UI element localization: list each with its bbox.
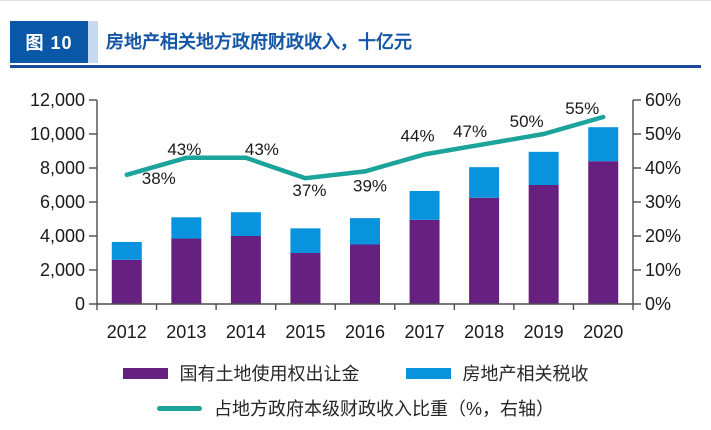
left-axis-tick-label: 2,000: [40, 260, 85, 280]
left-axis-tick-label: 8,000: [40, 158, 85, 178]
header-rule: [10, 65, 701, 68]
ratio-point-label-2012: 38%: [142, 169, 176, 188]
ratio-point-label-2018: 47%: [453, 122, 487, 141]
bar-tax-2014: [230, 212, 261, 236]
year-label-2020: 2020: [583, 322, 623, 342]
year-label-2014: 2014: [226, 322, 266, 342]
ratio-point-label-2019: 50%: [510, 112, 544, 131]
bar-land-2015: [290, 253, 321, 304]
legend-row-2: 占地方政府本级财政收入比重（%，右轴）: [156, 395, 554, 421]
chart-legend: 国有土地使用权出让金 房地产相关税收 占地方政府本级财政收入比重（%，右轴）: [0, 360, 711, 421]
right-axis-tick-label: 20%: [645, 226, 681, 246]
bar-tax-2018: [469, 167, 500, 198]
ratio-point-label-2016: 39%: [353, 176, 387, 195]
year-label-2019: 2019: [524, 322, 564, 342]
right-axis-tick-label: 0%: [645, 294, 671, 314]
bar-land-2016: [350, 244, 380, 304]
bar-land-2012: [111, 259, 142, 304]
legend-swatch-land: [122, 367, 168, 379]
year-label-2017: 2017: [405, 322, 445, 342]
bar-tax-2012: [111, 241, 142, 260]
bar-land-2018: [469, 197, 500, 304]
left-axis-tick-label: 4,000: [40, 226, 85, 246]
legend-label-land: 国有土地使用权出让金: [179, 364, 360, 384]
bar-land-2020: [588, 161, 619, 304]
ratio-point-label-2015: 37%: [292, 181, 326, 200]
bar-tax-2019: [528, 151, 559, 185]
legend-swatch-ratio-line: [156, 405, 202, 411]
legend-label-ratio: 占地方政府本级财政收入比重（%，右轴）: [213, 399, 554, 419]
bar-land-2013: [171, 238, 202, 304]
ratio-point-label-2017: 44%: [401, 126, 435, 145]
year-label-2016: 2016: [345, 322, 385, 342]
legend-item-land: 国有土地使用权出让金: [122, 360, 360, 386]
ratio-point-label-2014: 43%: [245, 140, 279, 159]
right-axis-tick-label: 60%: [645, 90, 681, 110]
right-axis-tick-label: 50%: [645, 124, 681, 144]
left-axis-tick-label: 10,000: [30, 124, 85, 144]
ratio-point-label-2020: 55%: [565, 99, 599, 118]
figure-number-label: 图 10: [25, 33, 73, 53]
left-axis-tick-label: 12,000: [30, 90, 85, 110]
bar-land-2014: [230, 236, 261, 304]
header-accent-strip: [88, 21, 98, 63]
right-axis-tick-label: 30%: [645, 192, 681, 212]
page-title: 房地产相关地方政府财政收入，十亿元: [106, 32, 412, 52]
year-label-2012: 2012: [107, 322, 147, 342]
bar-tax-2013: [171, 217, 202, 239]
bar-tax-2015: [290, 228, 321, 253]
bar-tax-2017: [409, 190, 440, 220]
bar-land-2017: [409, 219, 440, 304]
year-label-2013: 2013: [166, 322, 206, 342]
right-axis-tick-label: 40%: [645, 158, 681, 178]
legend-item-tax: 房地产相关税收: [405, 360, 589, 386]
left-axis-tick-label: 0: [75, 294, 85, 314]
left-axis-tick-label: 6,000: [40, 192, 85, 212]
legend-label-tax: 房地产相关税收: [462, 364, 589, 384]
ratio-line: [124, 114, 606, 181]
legend-row-1: 国有土地使用权出让金 房地产相关税收: [122, 360, 589, 386]
legend-swatch-tax: [405, 367, 451, 379]
year-label-2018: 2018: [464, 322, 504, 342]
bar-tax-2016: [350, 218, 380, 245]
right-axis-tick-label: 10%: [645, 260, 681, 280]
legend-item-ratio: 占地方政府本级财政收入比重（%，右轴）: [156, 395, 554, 421]
bar-tax-2020: [588, 127, 619, 162]
ratio-point-label-2013: 43%: [167, 140, 201, 159]
bar-land-2019: [528, 185, 559, 304]
year-label-2015: 2015: [285, 322, 325, 342]
figure-number-badge: 图 10: [10, 21, 88, 63]
